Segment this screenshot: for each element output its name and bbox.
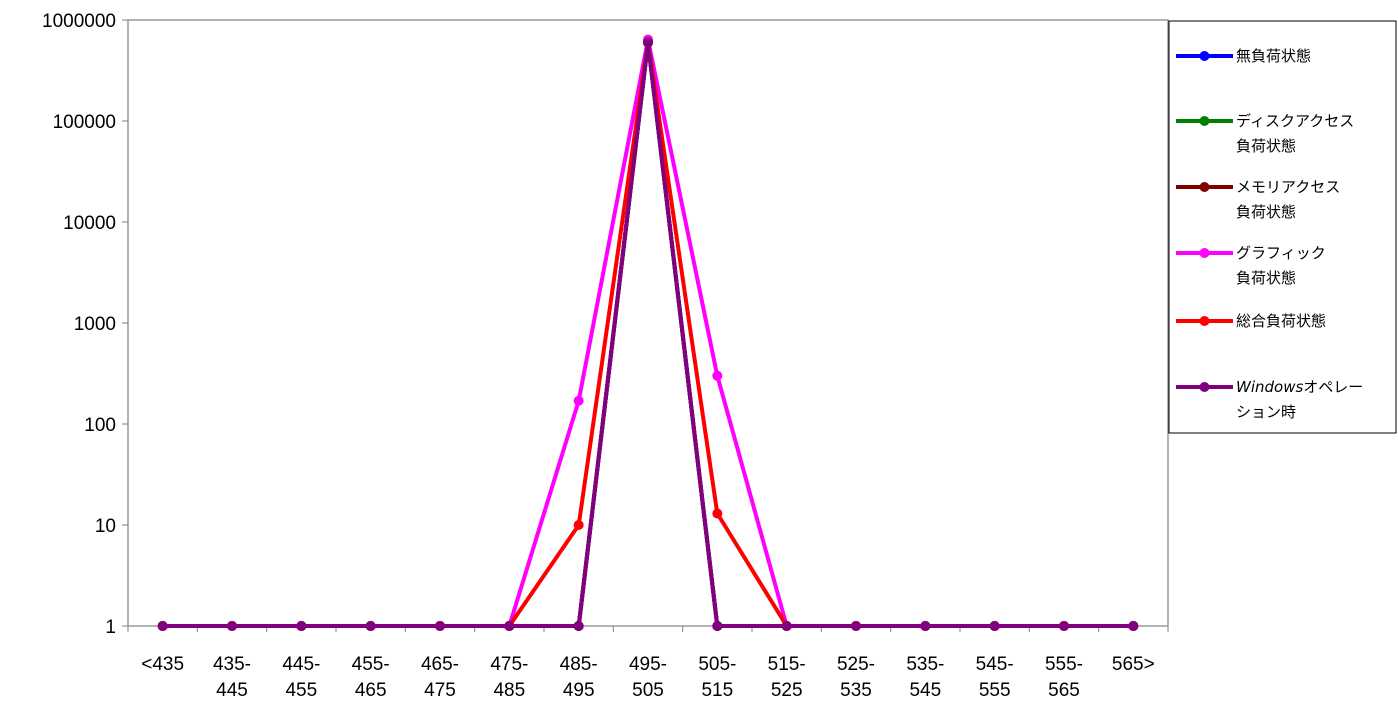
legend-label: グラフィック負荷状態	[1236, 244, 1326, 287]
y-tick-label: 1000	[74, 314, 116, 335]
data-point	[781, 621, 792, 631]
x-tick-label: 475-485	[490, 654, 528, 701]
series-points	[157, 34, 1139, 631]
plot-area	[127, 19, 1169, 627]
x-axis-labels: <435 435-445 445-455 455-465 465-475 475-485 4…	[141, 654, 1154, 701]
y-tick-label: 100	[84, 415, 116, 436]
data-point	[712, 370, 723, 381]
series-lines	[162, 37, 1134, 628]
legend-marker	[1199, 248, 1210, 258]
legend-marker	[1199, 51, 1210, 61]
y-axis-ticks	[122, 19, 128, 627]
x-tick-label: 445-455	[282, 654, 320, 701]
series-line-6	[162, 40, 1134, 628]
data-point	[573, 395, 584, 406]
x-tick-label: 435-445	[213, 654, 251, 701]
series-line-3	[162, 40, 1134, 628]
data-point	[643, 37, 653, 48]
y-tick-label: 1	[105, 617, 116, 638]
data-point	[573, 520, 584, 530]
y-tick-label: 1000000	[42, 11, 116, 32]
y-tick-label: 100000	[53, 112, 116, 133]
series-line-1	[162, 40, 1134, 628]
data-point	[504, 621, 515, 631]
x-tick-label: 545-555	[976, 654, 1014, 701]
legend-label: Windowsオペレーション時	[1236, 378, 1363, 421]
x-tick-label: 535-545	[906, 654, 944, 701]
legend-label: 無負荷状態	[1236, 47, 1311, 65]
series-line-4	[162, 37, 1134, 628]
legend-label: 総合負荷状態	[1236, 312, 1326, 330]
x-tick-label: 455-465	[352, 654, 390, 701]
legend-marker	[1199, 382, 1210, 392]
legend-marker	[1199, 116, 1210, 126]
y-axis-labels: 1 10 100 1000 10000 100000 1000000	[42, 11, 116, 638]
data-point	[712, 621, 723, 631]
x-tick-label: 515-525	[768, 654, 806, 701]
data-point	[712, 508, 723, 519]
data-point	[365, 621, 376, 631]
x-tick-label: 555-565	[1045, 654, 1083, 701]
data-point	[1059, 621, 1069, 631]
y-tick-label: 10000	[63, 213, 116, 234]
y-tick-label: 10	[95, 516, 116, 537]
legend-marker	[1199, 316, 1210, 326]
x-tick-label: 485-495	[560, 654, 598, 701]
x-tick-label: 565>	[1112, 654, 1155, 675]
data-point	[851, 621, 861, 631]
legend-marker	[1199, 182, 1210, 192]
x-tick-label: 505-515	[698, 654, 736, 701]
data-point	[920, 621, 931, 631]
x-tick-label: 495-505	[629, 654, 667, 701]
x-tick-label: <435	[141, 654, 184, 675]
data-point	[573, 621, 584, 631]
legend: 無負荷状態ディスクアクセス負荷状態メモリアクセス負荷状態グラフィック負荷状態総合…	[1168, 20, 1397, 434]
data-point	[157, 621, 168, 631]
data-point	[227, 621, 237, 631]
data-point	[435, 621, 445, 631]
data-point	[1128, 621, 1139, 631]
legend-label: ディスクアクセス負荷状態	[1236, 112, 1354, 155]
series-line-2	[162, 40, 1134, 628]
data-point	[296, 621, 307, 631]
legend-box	[1168, 20, 1397, 434]
legend-label: メモリアクセス負荷状態	[1236, 178, 1340, 221]
data-point	[989, 621, 1000, 631]
x-tick-label: 465-475	[421, 654, 459, 701]
series-line-5	[162, 40, 1134, 628]
x-tick-label: 525-535	[837, 654, 875, 701]
